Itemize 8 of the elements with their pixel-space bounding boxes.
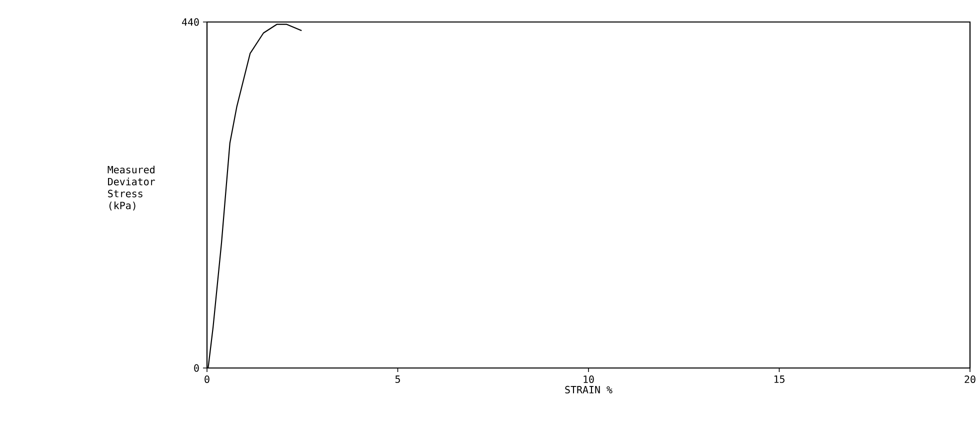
x-tick-label: 5 [395,376,400,383]
x-axis-title: STRAIN % [565,386,612,394]
x-tick-label: 0 [204,375,210,384]
y-tick-label: 440 [182,18,199,26]
y-axis-title: Measured Deviator Stress (kPa) [108,166,155,210]
x-tick-label: 20 [964,375,976,384]
x-tick-label: 15 [774,376,784,383]
x-tick-label: 10 [584,375,594,384]
